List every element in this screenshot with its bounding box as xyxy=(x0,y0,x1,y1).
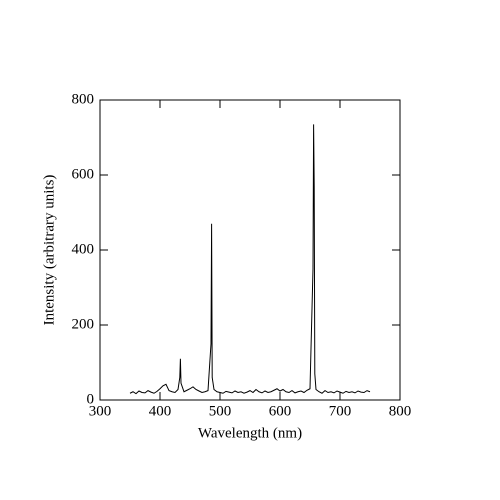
x-tick-label: 400 xyxy=(149,403,172,419)
x-tick-label: 300 xyxy=(89,403,112,419)
x-tick-label: 500 xyxy=(209,403,232,419)
y-tick-label: 0 xyxy=(87,391,95,407)
x-tick-label: 600 xyxy=(269,403,292,419)
spectrum-line xyxy=(129,124,371,395)
y-tick-label: 800 xyxy=(72,91,95,107)
y-tick-label: 400 xyxy=(72,241,95,257)
plot-frame xyxy=(99,99,401,401)
x-axis-label: Wavelength (nm) xyxy=(198,425,302,441)
x-tick-label: 800 xyxy=(389,403,412,419)
x-tick-label: 700 xyxy=(329,403,352,419)
y-tick-label: 200 xyxy=(72,316,95,332)
y-axis-label: Intensity (arbitrary units) xyxy=(41,175,57,326)
y-tick-label: 600 xyxy=(72,166,95,182)
